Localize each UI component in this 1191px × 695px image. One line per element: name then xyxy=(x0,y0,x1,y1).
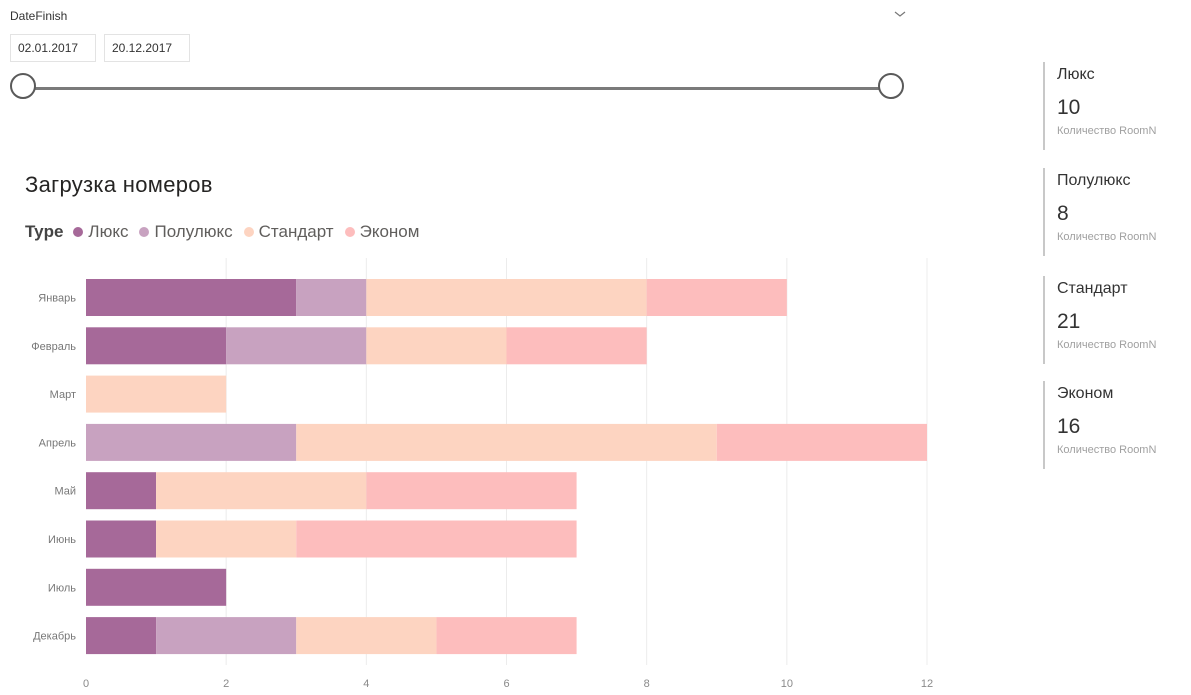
bar-segment[interactable] xyxy=(296,617,437,655)
bar-segment[interactable] xyxy=(436,617,577,655)
legend-item-semi-lux[interactable]: Полулюкс xyxy=(139,222,233,242)
bar-segment[interactable] xyxy=(156,472,367,510)
x-tick-label: 8 xyxy=(644,678,650,690)
legend-item-economy[interactable]: Эконом xyxy=(344,222,420,242)
start-date-field[interactable]: 02.01.2017 xyxy=(10,34,96,62)
card-value: 8 xyxy=(1057,202,1069,225)
card-value: 10 xyxy=(1057,96,1081,119)
card-semi-lux[interactable]: Полулюкс 8 Количество RoomN xyxy=(1043,168,1191,256)
card-economy[interactable]: Эконом 16 Количество RoomN xyxy=(1043,381,1191,469)
x-tick-label: 10 xyxy=(781,678,793,690)
stacked-bar-chart: 0 2 4 6 8 10 12 Январь Февраль Март Апрель Май Июнь И… xyxy=(31,258,933,690)
bar-segment[interactable] xyxy=(86,568,227,606)
bar-segment[interactable] xyxy=(86,279,297,316)
legend-label-lux: Люкс xyxy=(88,222,129,241)
bar-segment[interactable] xyxy=(296,520,577,558)
y-category-label: Январь xyxy=(38,293,76,305)
x-tick-label: 0 xyxy=(83,678,89,690)
card-subtitle: Количество RoomN xyxy=(1057,231,1157,243)
bar-segment[interactable] xyxy=(86,617,157,655)
chevron-down-icon[interactable] xyxy=(894,9,906,19)
bar-segment[interactable] xyxy=(86,520,157,558)
bar-segment[interactable] xyxy=(296,423,717,461)
x-tick-label: 12 xyxy=(921,678,933,690)
card-lux[interactable]: Люкс 10 Количество RoomN xyxy=(1043,62,1191,150)
legend-title: Type xyxy=(25,222,64,241)
bar-segment[interactable] xyxy=(156,617,297,655)
chart-legend: Type Люкс Полулюкс Стандарт Эконом xyxy=(25,221,430,243)
legend-item-lux[interactable]: Люкс xyxy=(73,222,128,242)
slicer-title: DateFinish xyxy=(10,9,68,23)
card-value: 21 xyxy=(1057,310,1081,333)
card-title: Люкс xyxy=(1057,66,1095,83)
bar-segment[interactable] xyxy=(506,327,647,365)
bar-segment[interactable] xyxy=(226,327,367,365)
bar-segment[interactable] xyxy=(156,520,297,558)
bar-segment[interactable] xyxy=(86,327,227,365)
legend-label-economy: Эконом xyxy=(359,222,420,241)
bar-segment[interactable] xyxy=(366,472,577,510)
card-value: 16 xyxy=(1057,415,1081,438)
card-title: Эконом xyxy=(1057,385,1114,402)
x-tick-label: 2 xyxy=(223,678,229,690)
bar-segment[interactable] xyxy=(86,375,227,413)
y-category-label: Июль xyxy=(48,582,76,594)
y-category-label: Декабрь xyxy=(33,631,76,643)
legend-dot-standard xyxy=(243,227,254,237)
bar-segment[interactable] xyxy=(296,279,367,316)
card-standard[interactable]: Стандарт 21 Количество RoomN xyxy=(1043,276,1191,364)
end-date-field[interactable]: 20.12.2017 xyxy=(104,34,190,62)
y-category-label: Март xyxy=(50,389,76,401)
legend-label-semi-lux: Полулюкс xyxy=(154,222,233,241)
card-subtitle: Количество RoomN xyxy=(1057,444,1157,456)
legend-dot-lux xyxy=(73,227,84,237)
y-category-label: Май xyxy=(54,486,76,498)
card-title: Полулюкс xyxy=(1057,172,1131,189)
x-tick-label: 6 xyxy=(503,678,509,690)
legend-label-standard: Стандарт xyxy=(258,222,334,241)
card-subtitle: Количество RoomN xyxy=(1057,125,1157,137)
x-tick-label: 4 xyxy=(363,678,369,690)
bar-segment[interactable] xyxy=(366,279,647,316)
y-category-label: Июнь xyxy=(48,534,76,546)
card-title: Стандарт xyxy=(1057,280,1128,297)
y-category-label: Февраль xyxy=(31,341,76,353)
date-slicer: DateFinish 02.01.2017 20.12.2017 xyxy=(0,0,920,110)
legend-item-standard[interactable]: Стандарт xyxy=(243,222,334,242)
bar-segment[interactable] xyxy=(716,423,927,461)
bar-segment[interactable] xyxy=(86,472,157,510)
legend-dot-semi-lux xyxy=(139,227,150,237)
y-category-label: Апрель xyxy=(39,437,77,449)
card-subtitle: Количество RoomN xyxy=(1057,339,1157,351)
range-end-handle[interactable] xyxy=(878,73,904,99)
legend-dot-economy xyxy=(344,227,355,237)
bar-segment[interactable] xyxy=(366,327,507,365)
chart-title: Загрузка номеров xyxy=(25,172,213,197)
range-start-handle[interactable] xyxy=(10,73,36,99)
range-slider-track[interactable] xyxy=(24,87,892,90)
bar-segment[interactable] xyxy=(646,279,787,316)
bar-segment[interactable] xyxy=(86,423,297,461)
